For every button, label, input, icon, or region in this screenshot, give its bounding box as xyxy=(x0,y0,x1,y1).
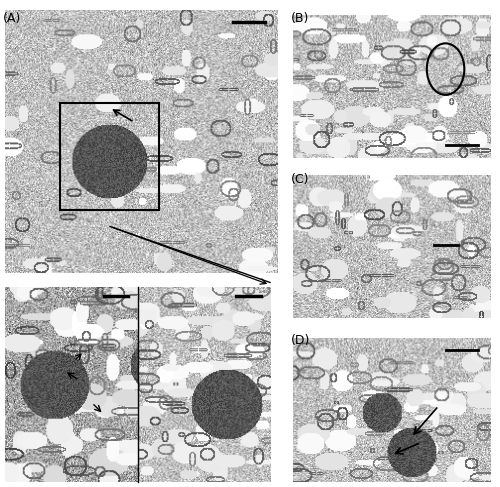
Text: (B): (B) xyxy=(291,12,310,25)
Text: (C): (C) xyxy=(291,173,310,186)
Text: (D): (D) xyxy=(291,334,310,347)
Text: (A): (A) xyxy=(2,12,21,25)
